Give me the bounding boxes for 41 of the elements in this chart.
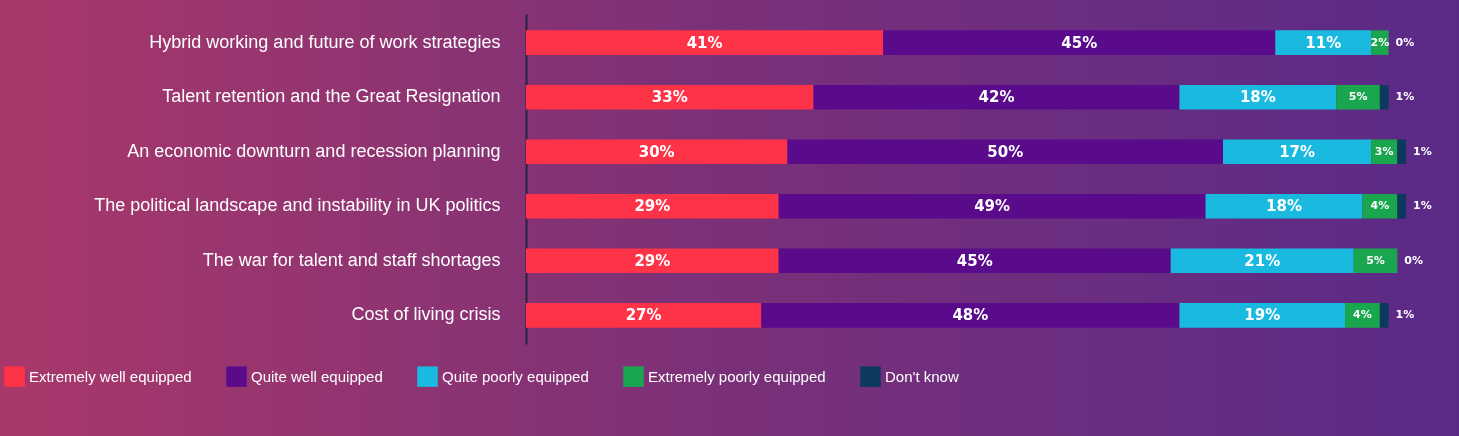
legend-label: Extremely poorly equipped xyxy=(648,367,826,385)
data-label: 0% xyxy=(1395,35,1415,49)
data-label: 1% xyxy=(1413,144,1432,158)
y-tick-label: Talent retention and the Great Resignation xyxy=(162,86,501,107)
data-label: 1% xyxy=(1395,90,1415,104)
data-label: 18% xyxy=(1266,197,1302,216)
y-tick-label: The war for talent and staff shortages xyxy=(202,249,501,270)
legend-label: Don't know xyxy=(885,367,959,385)
data-label: 50% xyxy=(987,142,1024,161)
data-label: 11% xyxy=(1305,33,1342,52)
data-label: 2% xyxy=(1370,35,1390,49)
data-label: 27% xyxy=(625,306,662,325)
data-label: 29% xyxy=(634,197,671,216)
data-label: 5% xyxy=(1348,90,1368,104)
data-label: 5% xyxy=(1366,253,1385,267)
y-tick-label: An economic downturn and recession planning xyxy=(127,140,501,161)
data-label: 42% xyxy=(978,88,1015,107)
data-label: 18% xyxy=(1239,88,1276,107)
data-label: 41% xyxy=(686,33,723,52)
data-label: 17% xyxy=(1279,142,1316,161)
data-label: 49% xyxy=(974,197,1011,216)
legend-label: Extremely well equipped xyxy=(29,367,192,385)
data-label: 30% xyxy=(638,142,675,161)
data-label: 1% xyxy=(1413,199,1432,213)
data-label: 0% xyxy=(1404,253,1423,267)
data-label: 4% xyxy=(1370,199,1390,213)
y-tick-label: The political landscape and instability in UK politics xyxy=(94,195,501,216)
y-tick-label: Hybrid working and future of work strategies xyxy=(149,31,501,52)
data-label: 4% xyxy=(1353,308,1372,322)
data-label: 29% xyxy=(634,251,671,270)
data-label: 45% xyxy=(1061,33,1098,52)
y-tick-label: Cost of living crisis xyxy=(351,304,501,325)
data-label: 45% xyxy=(956,251,993,270)
data-label: 21% xyxy=(1244,251,1281,270)
data-label: 48% xyxy=(952,306,989,325)
legend-label: Quite well equipped xyxy=(251,367,383,385)
legend-label: Quite poorly equipped xyxy=(442,367,589,385)
data-label: 19% xyxy=(1244,306,1281,325)
data-label: 33% xyxy=(651,88,688,107)
data-label: 1% xyxy=(1395,308,1415,322)
data-label: 3% xyxy=(1374,144,1394,158)
